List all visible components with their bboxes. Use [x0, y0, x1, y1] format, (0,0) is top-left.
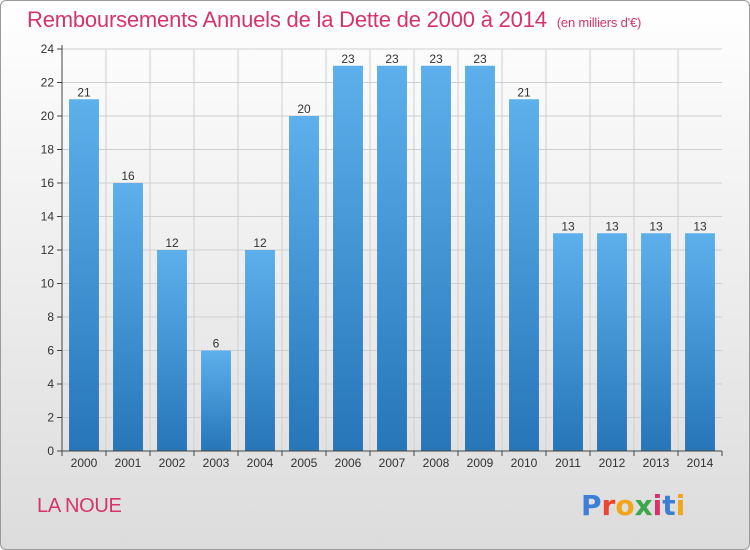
bar: [641, 233, 671, 451]
chart-title-text: Remboursements Annuels de la Dette de 20…: [27, 7, 547, 32]
data-label: 6: [213, 337, 220, 351]
data-label: 13: [649, 219, 663, 233]
data-label: 12: [165, 236, 179, 250]
bar: [509, 99, 539, 451]
data-label: 13: [693, 219, 707, 233]
y-tick-label: 24: [41, 42, 55, 56]
y-tick-label: 4: [47, 377, 54, 391]
bars: [69, 65, 715, 451]
data-label: 16: [121, 169, 135, 183]
data-label: 12: [253, 236, 267, 250]
x-tick-label: 2013: [643, 456, 670, 470]
bar: [421, 65, 451, 451]
bar: [201, 350, 231, 451]
bar: [465, 65, 495, 451]
data-labels: 21 16 12 6 12 20 23 23 23 23 21 13 13 13 13: [77, 52, 707, 351]
y-tick-label: 6: [47, 344, 54, 358]
data-label: 23: [473, 52, 487, 66]
y-tick-label: 18: [41, 143, 55, 157]
x-tick-label: 2006: [335, 456, 362, 470]
logo-letter: o: [615, 489, 635, 522]
x-tick-label: 2001: [115, 456, 142, 470]
chart-unit: (en milliers d'€): [556, 15, 642, 30]
x-tick-label: 2012: [599, 456, 626, 470]
proxiti-logo: Proxiti: [581, 489, 685, 522]
x-tick-label: 2005: [291, 456, 318, 470]
data-label: 23: [385, 52, 399, 66]
y-tick-label: 22: [41, 76, 55, 90]
logo-letter: i: [675, 489, 686, 522]
y-tick-label: 2: [47, 411, 54, 425]
x-tick-label: 2011: [555, 456, 581, 470]
x-tick-label: 2007: [379, 456, 406, 470]
y-tick-label: 8: [47, 310, 54, 324]
x-tick-label: 2002: [159, 456, 186, 470]
x-tick-label: 2010: [511, 456, 538, 470]
logo-letter: t: [662, 489, 676, 522]
bar: [69, 99, 99, 451]
data-label: 21: [517, 85, 531, 99]
logo-letter: r: [601, 489, 616, 522]
chart-title: Remboursements Annuels de la Dette de 20…: [27, 7, 641, 33]
logo-letter: x: [634, 489, 653, 522]
data-label: 23: [341, 52, 355, 66]
bar: [333, 65, 363, 451]
data-label: 13: [605, 219, 619, 233]
x-tick-label: 2003: [203, 456, 230, 470]
y-tick-label: 16: [41, 176, 55, 190]
bar: [289, 116, 319, 451]
place-name: LA NOUE: [37, 495, 122, 517]
bar: [113, 183, 143, 451]
bar: [553, 233, 583, 451]
data-label: 21: [77, 85, 91, 99]
y-tick-label: 12: [41, 243, 55, 257]
y-tick-label: 10: [41, 277, 55, 291]
bar: [245, 250, 275, 451]
data-label: 13: [561, 219, 575, 233]
x-tick-label: 2000: [71, 456, 98, 470]
x-tick-label: 2009: [467, 456, 494, 470]
data-label: 20: [297, 102, 311, 116]
bar: [157, 250, 187, 451]
y-tick-label: 14: [41, 210, 55, 224]
y-tick-label: 20: [41, 109, 55, 123]
bar: [377, 65, 407, 451]
x-tick-label: 2014: [687, 456, 714, 470]
y-tick-label: 0: [47, 444, 54, 458]
x-tick-label: 2008: [423, 456, 450, 470]
logo-letter: i: [652, 489, 663, 522]
bar: [685, 233, 715, 451]
x-tick-label: 2004: [247, 456, 274, 470]
data-label: 23: [429, 52, 443, 66]
bar: [597, 233, 627, 451]
logo-letter: P: [581, 489, 602, 522]
